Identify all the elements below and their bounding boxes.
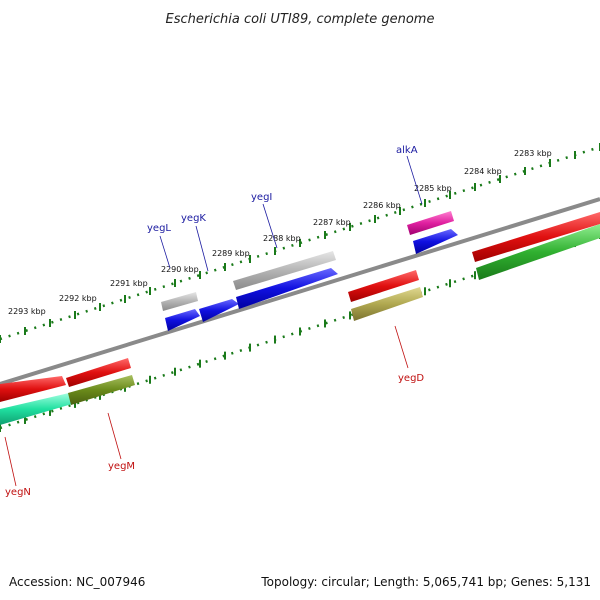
tick-label: 2290 kbp bbox=[161, 265, 199, 274]
gene-labels: yegN yegM yegL yegK yegI yegD alkA bbox=[5, 145, 424, 498]
gene-arrow-olive bbox=[68, 375, 135, 405]
gene-arrow-red bbox=[0, 376, 66, 402]
tick-label: 2283 kbp bbox=[514, 149, 552, 158]
gene-arrow-blue bbox=[236, 268, 338, 309]
gene-label-yegM: yegM bbox=[108, 461, 135, 472]
upper-major-ticks bbox=[0, 143, 600, 343]
tick-label: 2287 kbp bbox=[313, 218, 351, 227]
gene-leaders bbox=[4, 155, 423, 487]
reverse-strand-features bbox=[0, 224, 600, 425]
tick-label: 2284 kbp bbox=[464, 167, 502, 176]
gene-arrow-gray bbox=[233, 251, 336, 290]
gene-arrow-magenta bbox=[407, 211, 454, 235]
forward-strand-features bbox=[0, 211, 600, 402]
gene-arrow-red bbox=[348, 270, 419, 302]
gene-label-yegI: yegI bbox=[251, 192, 272, 203]
gene-label-yegN: yegN bbox=[5, 487, 31, 498]
tick-label: 2291 kbp bbox=[110, 279, 148, 288]
tick-labels: 2293 kbp 2292 kbp 2291 kbp 2290 kbp 2289… bbox=[8, 149, 552, 316]
gene-label-yegL: yegL bbox=[147, 223, 171, 234]
gene-arrow-red bbox=[66, 358, 131, 387]
gene-arrow-blue bbox=[413, 229, 458, 254]
map-title: Escherichia coli UTI89, complete genome bbox=[166, 12, 435, 27]
genome-summary-text: Topology: circular; Length: 5,065,741 bp… bbox=[260, 575, 591, 589]
tick-label: 2292 kbp bbox=[59, 294, 97, 303]
gene-arrow-red bbox=[472, 212, 600, 262]
gene-arrow-khaki bbox=[351, 287, 423, 321]
gene-arrow-mint bbox=[0, 393, 72, 425]
tick-label: 2285 kbp bbox=[414, 184, 452, 193]
gene-arrow-blue bbox=[199, 299, 239, 322]
upper-ruler bbox=[0, 143, 600, 343]
gene-label-yegD: yegD bbox=[398, 373, 424, 384]
gene-label-alkA: alkA bbox=[396, 145, 418, 156]
gene-arrow-gray bbox=[161, 292, 198, 311]
tick-label: 2288 kbp bbox=[263, 234, 301, 243]
tick-label: 2293 kbp bbox=[8, 307, 46, 316]
gene-label-yegK: yegK bbox=[181, 213, 206, 224]
accession-text: Accession: NC_007946 bbox=[9, 575, 145, 589]
blue-strand-features bbox=[165, 229, 458, 331]
tick-label: 2286 kbp bbox=[363, 201, 401, 210]
tick-label: 2289 kbp bbox=[212, 249, 250, 258]
genome-backbone bbox=[0, 197, 600, 386]
gene-arrow-blue bbox=[165, 309, 200, 331]
gene-arrow-green bbox=[476, 224, 600, 280]
